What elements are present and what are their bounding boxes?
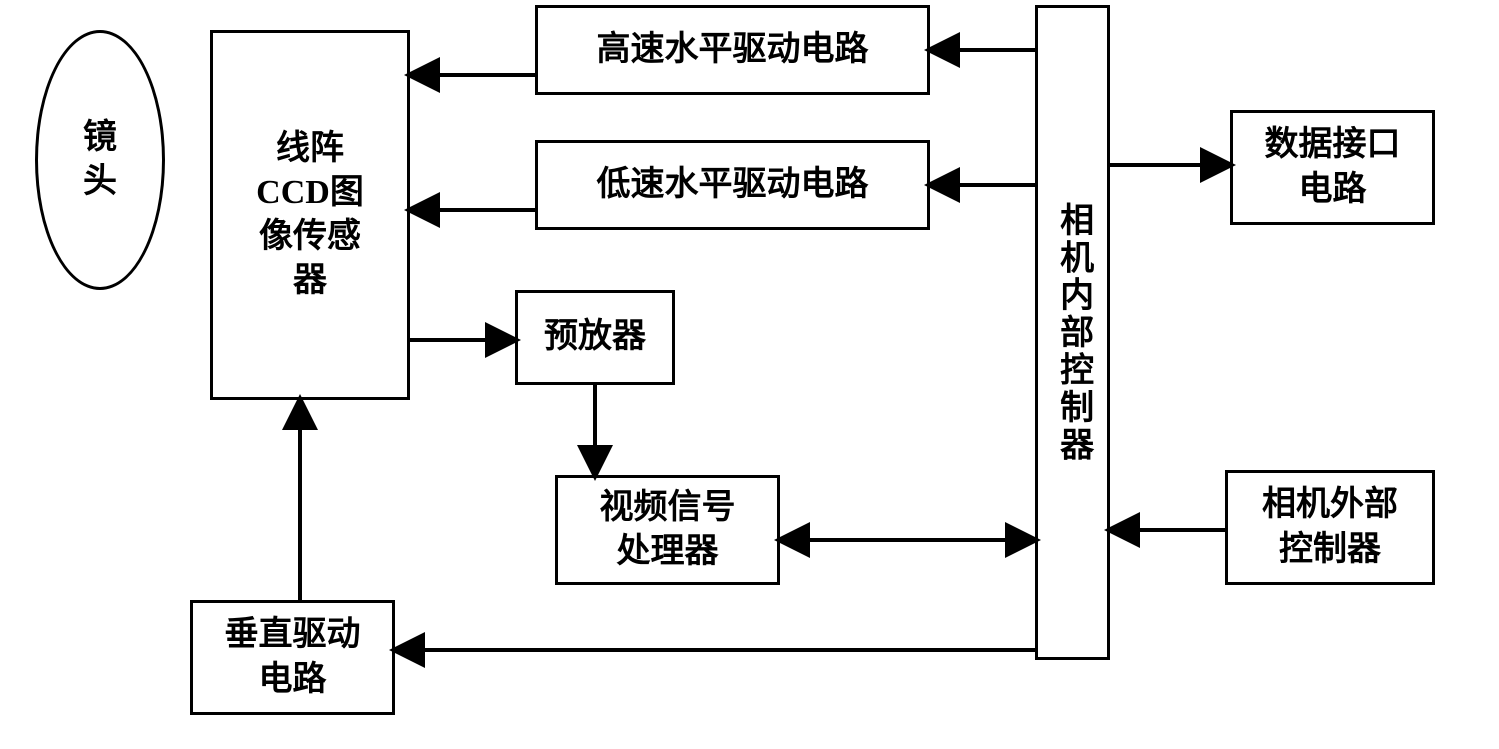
vdrive-label: 垂直驱动 电路 [225,613,361,701]
low-speed-driver-node: 低速水平驱动电路 [535,140,930,230]
extctrl-label: 相机外部 控制器 [1262,483,1398,571]
lens-label: 镜 头 [83,116,117,204]
video-label: 视频信号 处理器 [600,486,736,574]
lspeed-label: 低速水平驱动电路 [597,163,869,207]
ccd-label: 线阵 CCD图 像传感 器 [256,127,364,304]
data-interface-node: 数据接口 电路 [1230,110,1435,225]
external-controller-node: 相机外部 控制器 [1225,470,1435,585]
ctrl-label: 相机内部控制器 [1050,202,1094,464]
ccd-sensor-node: 线阵 CCD图 像传感 器 [210,30,410,400]
video-processor-node: 视频信号 处理器 [555,475,780,585]
preamplifier-node: 预放器 [515,290,675,385]
hspeed-label: 高速水平驱动电路 [597,28,869,72]
internal-controller-node: 相机内部控制器 [1035,5,1110,660]
preamp-label: 预放器 [544,315,646,359]
lens-node: 镜 头 [35,30,165,290]
dataif-label: 数据接口 电路 [1265,123,1401,211]
high-speed-driver-node: 高速水平驱动电路 [535,5,930,95]
vertical-driver-node: 垂直驱动 电路 [190,600,395,715]
